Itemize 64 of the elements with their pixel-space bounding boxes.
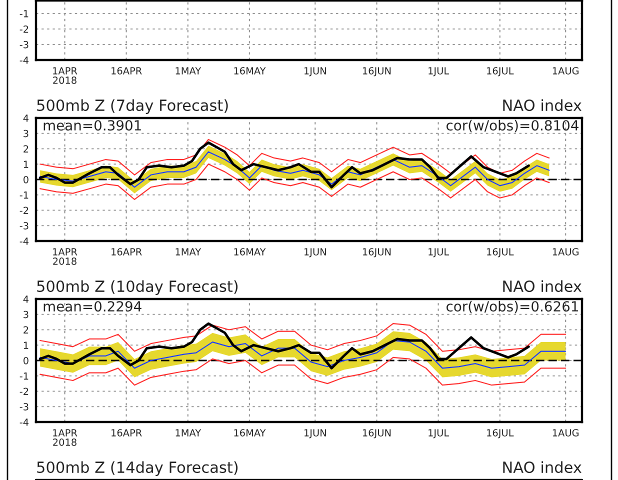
x-tick-label: 16APR — [112, 248, 142, 256]
y-tick-label: -3 — [20, 403, 28, 410]
x-tick-label: 16MAY — [234, 67, 266, 74]
annotation: cor(w/obs)=0.8104 — [446, 120, 578, 132]
x-tick-label: 1AUG — [552, 67, 579, 74]
chart-subtitle: NAO index — [503, 99, 582, 112]
y-tick-label: -1 — [20, 191, 28, 199]
line-series — [40, 164, 550, 200]
x-tick-label: 1APR 2018 — [53, 429, 78, 446]
x-tick-label: 1JUN — [304, 429, 326, 438]
y-tick-label: -4 — [20, 418, 29, 426]
x-tick-label: 1MAY — [176, 429, 202, 436]
y-tick-label: 0 — [24, 176, 28, 184]
chart-subtitle: NAO index — [503, 280, 582, 292]
x-tick-label: 16JUN — [362, 429, 391, 438]
x-tick-label: 1JUN — [304, 248, 326, 258]
x-tick-label: 16JUL — [487, 429, 514, 438]
y-tick-label: 2 — [24, 326, 28, 334]
x-tick-label: 16JUN — [362, 67, 391, 76]
y-tick-label: 3 — [24, 310, 28, 318]
x-tick-label: 16APR — [112, 67, 142, 74]
y-tick-label: 1 — [24, 160, 28, 168]
x-tick-label: 16JUL — [487, 248, 514, 258]
y-tick-label: -2 — [20, 206, 28, 214]
y-tick-label: -4 — [20, 56, 29, 64]
y-tick-label: -3 — [20, 222, 28, 230]
x-tick-label: 1JUL — [428, 67, 450, 76]
y-tick-label: -2 — [20, 25, 28, 33]
x-tick-label: 16APR — [112, 429, 142, 436]
x-tick-label: 1APR 2018 — [53, 248, 78, 265]
x-tick-label: 16JUL — [487, 67, 514, 76]
y-tick-label: -1 — [20, 10, 28, 18]
x-tick-label: 16MAY — [234, 248, 266, 256]
x-tick-label: 16JUN — [362, 248, 391, 258]
y-tick-label: 2 — [24, 145, 28, 152]
x-tick-label: 1JUL — [428, 429, 450, 438]
y-tick-label: 0 — [24, 356, 28, 364]
line-series — [40, 356, 566, 386]
x-tick-label: 1AUG — [552, 429, 579, 436]
x-tick-label: 1MAY — [176, 248, 202, 256]
chart-title: 500mb Z (7day Forecast) — [37, 99, 228, 114]
line-series — [40, 323, 566, 352]
annotation: mean=0.3901 — [44, 120, 141, 131]
x-tick-label: 1JUN — [304, 67, 326, 76]
y-tick-label: -2 — [20, 388, 28, 395]
annotation: mean=0.2294 — [44, 301, 142, 312]
y-tick-label: -4 — [20, 238, 29, 245]
y-tick-label: -1 — [20, 372, 28, 380]
x-tick-label: 16MAY — [234, 429, 266, 436]
y-tick-label: 4 — [23, 296, 29, 303]
annotation: cor(w/obs)=0.6261 — [446, 300, 578, 314]
line-series — [40, 340, 566, 369]
x-tick-label: 1JUL — [428, 248, 450, 258]
y-tick-label: 4 — [23, 114, 29, 122]
text: 500mb Z (14day Forecast) — [37, 461, 238, 476]
text: NAO index — [503, 461, 582, 474]
x-tick-label: 1AUG — [552, 248, 579, 256]
y-tick-label: -3 — [20, 40, 28, 48]
x-tick-label: 1APR 2018 — [53, 67, 78, 84]
x-tick-label: 1MAY — [176, 67, 202, 74]
y-tick-label: 1 — [24, 342, 28, 349]
y-tick-label: 3 — [24, 130, 28, 138]
line-series — [40, 138, 550, 176]
chart-title: 500mb Z (10day Forecast) — [37, 280, 238, 295]
